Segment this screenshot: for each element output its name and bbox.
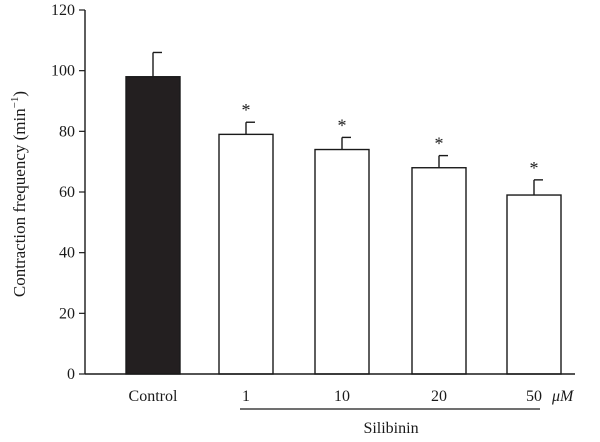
- y-tick-label: 20: [59, 305, 75, 322]
- y-tick-label: 80: [59, 123, 75, 140]
- y-axis-label-close: ): [10, 91, 29, 97]
- bars: * * * *: [125, 51, 562, 375]
- x-tick-label: 10: [334, 388, 350, 405]
- significance-marker: *: [242, 100, 251, 120]
- bar-10: [314, 148, 370, 375]
- x-tick-label: Control: [129, 388, 178, 405]
- y-axis-label-text: Contraction frequency (min: [10, 108, 29, 297]
- y-tick-label: 120: [51, 2, 75, 19]
- unit-label: μM: [551, 388, 575, 405]
- significance-marker: *: [435, 134, 444, 154]
- x-axis: Control 1 10 20 50: [85, 373, 575, 405]
- bar-20: [411, 167, 467, 375]
- y-axis: 0 20 40 60 80 100 120: [51, 2, 86, 383]
- y-tick-label: 40: [59, 245, 75, 262]
- x-tick-label: 1: [242, 388, 250, 405]
- y-tick-label: 0: [67, 366, 75, 383]
- y-axis-label: Contraction frequency (min−1): [9, 91, 29, 297]
- y-axis-label-superscript: −1: [9, 97, 21, 109]
- bar-Control: [125, 76, 181, 375]
- x-tick-label: 50: [526, 388, 542, 405]
- bar-50: [506, 194, 562, 375]
- x-tick-label: 20: [431, 388, 447, 405]
- bar-1: [218, 133, 274, 375]
- y-tick-label: 100: [51, 63, 75, 80]
- significance-marker: *: [338, 115, 347, 135]
- significance-marker: *: [530, 158, 539, 178]
- y-tick-label: 60: [59, 184, 75, 201]
- silibinin-group-label: Silibinin: [363, 420, 418, 437]
